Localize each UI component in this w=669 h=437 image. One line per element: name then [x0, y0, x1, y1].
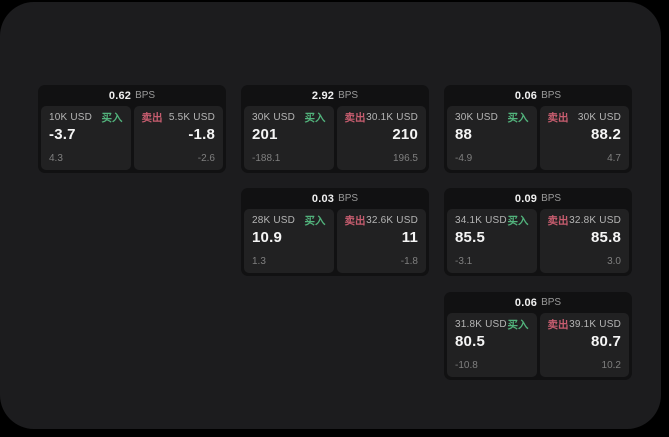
buy-amount: 31.8K USD: [455, 319, 507, 330]
sell-tag: 卖出: [141, 112, 163, 124]
sell-tile[interactable]: 卖出 30.1K USD 210 196.5: [336, 106, 426, 170]
buy-tag: 买入: [304, 112, 326, 124]
card-header: 0.06 BPS: [444, 292, 632, 313]
buy-amount: 10K USD: [49, 112, 93, 123]
card-body: 28K USD 买入 10.9 1.3 卖出 32.6K USD 11 -1.8: [241, 209, 429, 276]
sell-price: 11: [401, 229, 418, 246]
sell-price: -1.8: [188, 126, 215, 143]
spread-value: 0.09: [514, 192, 538, 205]
sell-sub-value: 10.2: [601, 360, 621, 371]
card-header: 0.06 BPS: [444, 85, 632, 106]
buy-tile[interactable]: 30K USD 买入 201 -188.1: [244, 106, 334, 170]
quote-card: 2.92 BPS 30K USD 买入 201 -188.1 卖出 30.1K …: [241, 85, 429, 173]
sell-price: 85.8: [591, 229, 621, 246]
sell-price: 88.2: [591, 126, 621, 143]
sell-amount: 39.1K USD: [569, 319, 621, 330]
sell-tag: 卖出: [344, 215, 366, 227]
buy-amount: 30K USD: [455, 112, 499, 123]
sell-tile[interactable]: 卖出 32.8K USD 85.8 3.0: [539, 209, 629, 273]
quote-card: 0.03 BPS 28K USD 买入 10.9 1.3 卖出 32.6K US…: [241, 188, 429, 276]
buy-sub-value: 4.3: [49, 153, 63, 164]
buy-price: 80.5: [455, 333, 485, 350]
sell-sub-value: -2.6: [197, 153, 215, 164]
buy-price: -3.7: [49, 126, 76, 143]
buy-amount: 28K USD: [252, 215, 296, 226]
buy-tag: 买入: [304, 215, 326, 227]
spread-unit: BPS: [541, 297, 562, 308]
buy-tag: 买入: [101, 112, 123, 124]
sell-tag: 卖出: [547, 319, 569, 331]
sell-tag: 卖出: [547, 112, 569, 124]
sell-tag: 卖出: [344, 112, 366, 124]
spread-value: 0.03: [311, 192, 335, 205]
sell-tag: 卖出: [547, 215, 569, 227]
spread-unit: BPS: [541, 90, 562, 101]
spread-unit: BPS: [338, 193, 359, 204]
quote-card: 0.06 BPS 30K USD 买入 88 -4.9 卖出 30K USD 8…: [444, 85, 632, 173]
sell-tile[interactable]: 卖出 32.6K USD 11 -1.8: [336, 209, 426, 273]
buy-sub-value: -188.1: [252, 153, 281, 164]
spread-value: 0.06: [514, 89, 538, 102]
card-body: 10K USD 买入 -3.7 4.3 卖出 5.5K USD -1.8 -2.…: [38, 106, 226, 173]
buy-tile[interactable]: 31.8K USD 买入 80.5 -10.8: [447, 313, 537, 377]
buy-price: 85.5: [455, 229, 485, 246]
buy-sub-value: 1.3: [252, 256, 266, 267]
buy-tile[interactable]: 28K USD 买入 10.9 1.3: [244, 209, 334, 273]
quote-card: 0.62 BPS 10K USD 买入 -3.7 4.3 卖出 5.5K USD…: [38, 85, 226, 173]
buy-price: 88: [455, 126, 473, 143]
spread-value: 0.62: [108, 89, 132, 102]
sell-price: 210: [392, 126, 418, 143]
app-window: 0.62 BPS 10K USD 买入 -3.7 4.3 卖出 5.5K USD…: [0, 2, 661, 429]
card-header: 0.03 BPS: [241, 188, 429, 209]
card-header: 0.62 BPS: [38, 85, 226, 106]
sell-amount: 5.5K USD: [168, 112, 215, 123]
card-header: 0.09 BPS: [444, 188, 632, 209]
spread-unit: BPS: [338, 90, 359, 101]
buy-amount: 34.1K USD: [455, 215, 507, 226]
card-body: 30K USD 买入 88 -4.9 卖出 30K USD 88.2 4.7: [444, 106, 632, 173]
card-body: 34.1K USD 买入 85.5 -3.1 卖出 32.8K USD 85.8…: [444, 209, 632, 276]
sell-sub-value: 3.0: [607, 256, 621, 267]
sell-sub-value: 196.5: [392, 153, 418, 164]
spread-unit: BPS: [541, 193, 562, 204]
quote-card: 0.09 BPS 34.1K USD 买入 85.5 -3.1 卖出 32.8K…: [444, 188, 632, 276]
sell-amount: 30K USD: [577, 112, 621, 123]
buy-sub-value: -10.8: [455, 360, 478, 371]
spread-value: 0.06: [514, 296, 538, 309]
buy-tag: 买入: [507, 215, 529, 227]
buy-tag: 买入: [507, 112, 529, 124]
sell-amount: 32.8K USD: [569, 215, 621, 226]
buy-tile[interactable]: 30K USD 买入 88 -4.9: [447, 106, 537, 170]
buy-tile[interactable]: 34.1K USD 买入 85.5 -3.1: [447, 209, 537, 273]
card-header: 2.92 BPS: [241, 85, 429, 106]
quote-card: 0.06 BPS 31.8K USD 买入 80.5 -10.8 卖出 39.1…: [444, 292, 632, 380]
buy-tile[interactable]: 10K USD 买入 -3.7 4.3: [41, 106, 131, 170]
buy-price: 201: [252, 126, 278, 143]
spread-unit: BPS: [135, 90, 156, 101]
sell-price: 80.7: [591, 333, 621, 350]
sell-tile[interactable]: 卖出 5.5K USD -1.8 -2.6: [133, 106, 223, 170]
buy-sub-value: -4.9: [455, 153, 473, 164]
card-body: 30K USD 买入 201 -188.1 卖出 30.1K USD 210 1…: [241, 106, 429, 173]
sell-sub-value: -1.8: [400, 256, 418, 267]
spread-value: 2.92: [311, 89, 335, 102]
card-body: 31.8K USD 买入 80.5 -10.8 卖出 39.1K USD 80.…: [444, 313, 632, 380]
buy-amount: 30K USD: [252, 112, 296, 123]
buy-sub-value: -3.1: [455, 256, 473, 267]
sell-amount: 32.6K USD: [366, 215, 418, 226]
sell-sub-value: 4.7: [607, 153, 621, 164]
buy-tag: 买入: [507, 319, 529, 331]
sell-tile[interactable]: 卖出 39.1K USD 80.7 10.2: [539, 313, 629, 377]
sell-amount: 30.1K USD: [366, 112, 418, 123]
sell-tile[interactable]: 卖出 30K USD 88.2 4.7: [539, 106, 629, 170]
buy-price: 10.9: [252, 229, 282, 246]
